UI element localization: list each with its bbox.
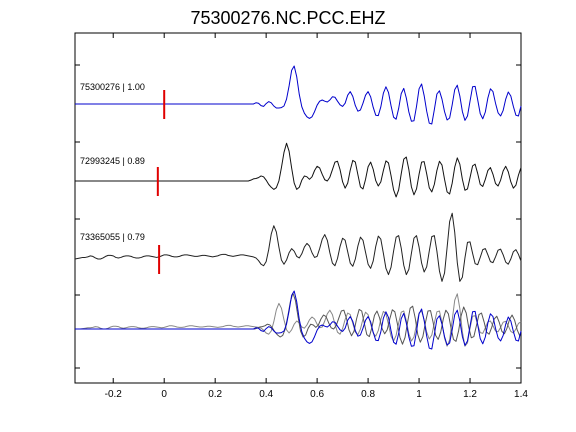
trace-3-waveform [74, 212, 522, 282]
x-tick-label: 1.2 [463, 389, 477, 400]
overlay-trace-3 [80, 293, 522, 347]
x-tick-label: 1.4 [514, 389, 528, 400]
plot-frame [74, 32, 522, 384]
trace-2-label: 72993245 | 0.89 [80, 156, 145, 166]
traces [74, 65, 522, 350]
x-tick-label: 0.6 [310, 389, 324, 400]
trace-labels: 75300276 | 1.00 72993245 | 0.89 73365055 |… [80, 82, 145, 242]
x-tick-label: 1 [416, 389, 422, 400]
x-tick-labels: -0.2 0 0.2 0.4 0.6 0.8 1 1.2 1.4 [105, 389, 529, 400]
trace-1-waveform [75, 65, 522, 125]
x-tick-label: 0.2 [208, 389, 222, 400]
trace-3-label: 73365055 | 0.79 [80, 232, 145, 242]
x-tick-label: -0.2 [105, 389, 123, 400]
overlay-trace-1 [75, 290, 522, 350]
chart-title: 75300276.NC.PCC.EHZ [190, 8, 385, 28]
trace-1-label: 75300276 | 1.00 [80, 82, 145, 92]
trace-2-waveform [75, 142, 522, 198]
x-tick-label: 0.8 [361, 389, 375, 400]
x-tick-label: 0.4 [259, 389, 273, 400]
tick-marks [75, 33, 522, 383]
x-tick-label: 0 [161, 389, 167, 400]
